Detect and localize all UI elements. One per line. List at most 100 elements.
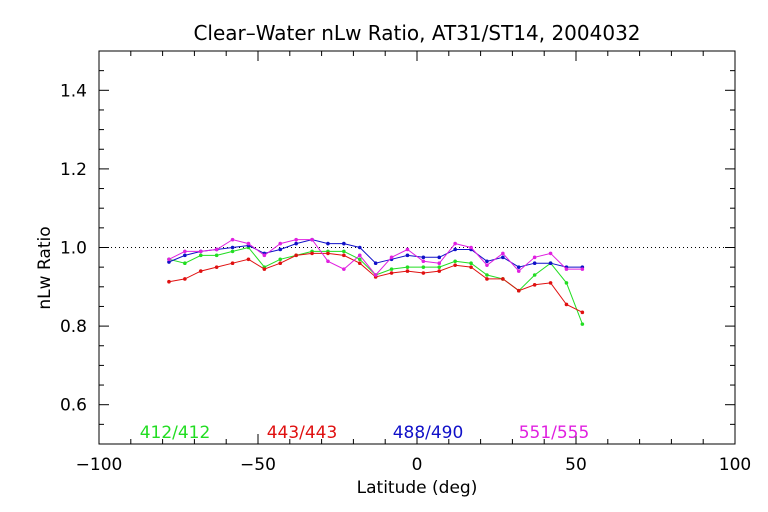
data-point <box>198 269 203 273</box>
data-point <box>453 247 457 252</box>
data-point <box>183 277 187 281</box>
data-point <box>357 245 362 250</box>
data-point <box>373 261 378 266</box>
data-point <box>310 251 314 256</box>
data-point <box>437 261 442 266</box>
data-point <box>167 279 171 284</box>
data-point <box>485 277 489 281</box>
data-point <box>485 259 489 264</box>
data-point <box>167 260 171 264</box>
data-point <box>310 237 314 242</box>
data-point <box>342 267 346 271</box>
legend-entry: 488/490 <box>393 423 464 443</box>
data-point <box>278 247 283 252</box>
data-point <box>326 241 330 246</box>
data-point <box>548 251 553 256</box>
data-point <box>564 267 569 271</box>
y-tick-label: 1.0 <box>60 239 87 259</box>
data-point <box>230 261 235 266</box>
data-point <box>357 261 362 266</box>
data-point <box>342 253 346 258</box>
data-point <box>405 247 410 252</box>
data-point <box>532 283 537 287</box>
x-axis-label: Latitude (deg) <box>357 478 478 498</box>
data-point <box>373 273 378 277</box>
data-point <box>294 253 298 258</box>
x-tick-label: −100 <box>76 455 123 475</box>
data-point <box>246 241 251 246</box>
data-point <box>453 241 457 246</box>
data-point <box>278 257 283 262</box>
data-point <box>278 261 283 266</box>
x-tick-label: 100 <box>719 455 751 475</box>
data-point <box>437 265 442 269</box>
data-point <box>421 255 426 260</box>
data-point <box>198 253 203 258</box>
data-point <box>501 251 505 256</box>
data-point <box>485 273 489 277</box>
data-point <box>453 263 457 267</box>
data-point <box>294 237 298 242</box>
data-point <box>564 302 569 307</box>
axes-layer: −100 −50 0 50 100 0.6 0.8 1.0 1.2 1.4 <box>60 50 751 475</box>
data-point <box>262 267 267 271</box>
data-point <box>532 261 537 266</box>
data-point <box>469 245 473 250</box>
y-tick-label: 1.4 <box>60 81 87 101</box>
data-point <box>501 255 505 260</box>
data-point <box>214 265 219 269</box>
data-point <box>580 267 585 271</box>
series-layer <box>167 237 585 326</box>
data-point <box>342 249 346 254</box>
legend-entry: 443/443 <box>267 423 338 443</box>
data-point <box>580 310 585 315</box>
data-point <box>278 241 283 246</box>
data-point <box>485 263 489 267</box>
data-point <box>580 322 585 326</box>
data-point <box>516 269 521 273</box>
data-point <box>405 265 410 269</box>
data-point <box>469 261 473 266</box>
data-point <box>342 241 346 246</box>
data-point <box>389 271 394 275</box>
data-point <box>389 255 394 260</box>
data-point <box>516 288 521 293</box>
data-point <box>516 265 521 269</box>
x-tick-label: −50 <box>240 455 276 475</box>
data-point <box>262 253 267 258</box>
data-point <box>453 259 457 264</box>
data-point <box>183 249 187 254</box>
data-point <box>230 245 235 250</box>
data-point <box>421 259 426 264</box>
legend: 412/412 443/443 488/490 551/555 <box>140 423 590 443</box>
y-tick-label: 0.8 <box>60 317 87 337</box>
data-point <box>326 259 330 264</box>
data-point <box>437 255 442 260</box>
data-point <box>532 255 537 260</box>
data-point <box>437 269 442 273</box>
y-axis-label: nLw Ratio <box>35 226 55 309</box>
data-point <box>326 251 330 256</box>
data-point <box>421 265 426 269</box>
legend-entry: 551/555 <box>519 423 590 443</box>
data-point <box>214 247 219 252</box>
series-line <box>168 246 583 325</box>
x-tick-label: 50 <box>565 455 587 475</box>
y-tick-label: 1.2 <box>60 160 87 180</box>
data-point <box>357 257 362 262</box>
data-point <box>405 269 410 273</box>
data-point <box>357 253 362 258</box>
data-point <box>294 241 298 246</box>
x-tick-label: 0 <box>412 455 423 475</box>
data-point <box>548 261 553 266</box>
data-point <box>183 253 187 258</box>
data-point <box>532 273 537 277</box>
data-point <box>230 249 235 254</box>
data-point <box>183 261 187 266</box>
data-point <box>389 267 394 271</box>
data-point <box>564 281 569 285</box>
data-point <box>198 249 203 254</box>
legend-entry: 412/412 <box>140 423 211 443</box>
data-point <box>548 281 553 285</box>
